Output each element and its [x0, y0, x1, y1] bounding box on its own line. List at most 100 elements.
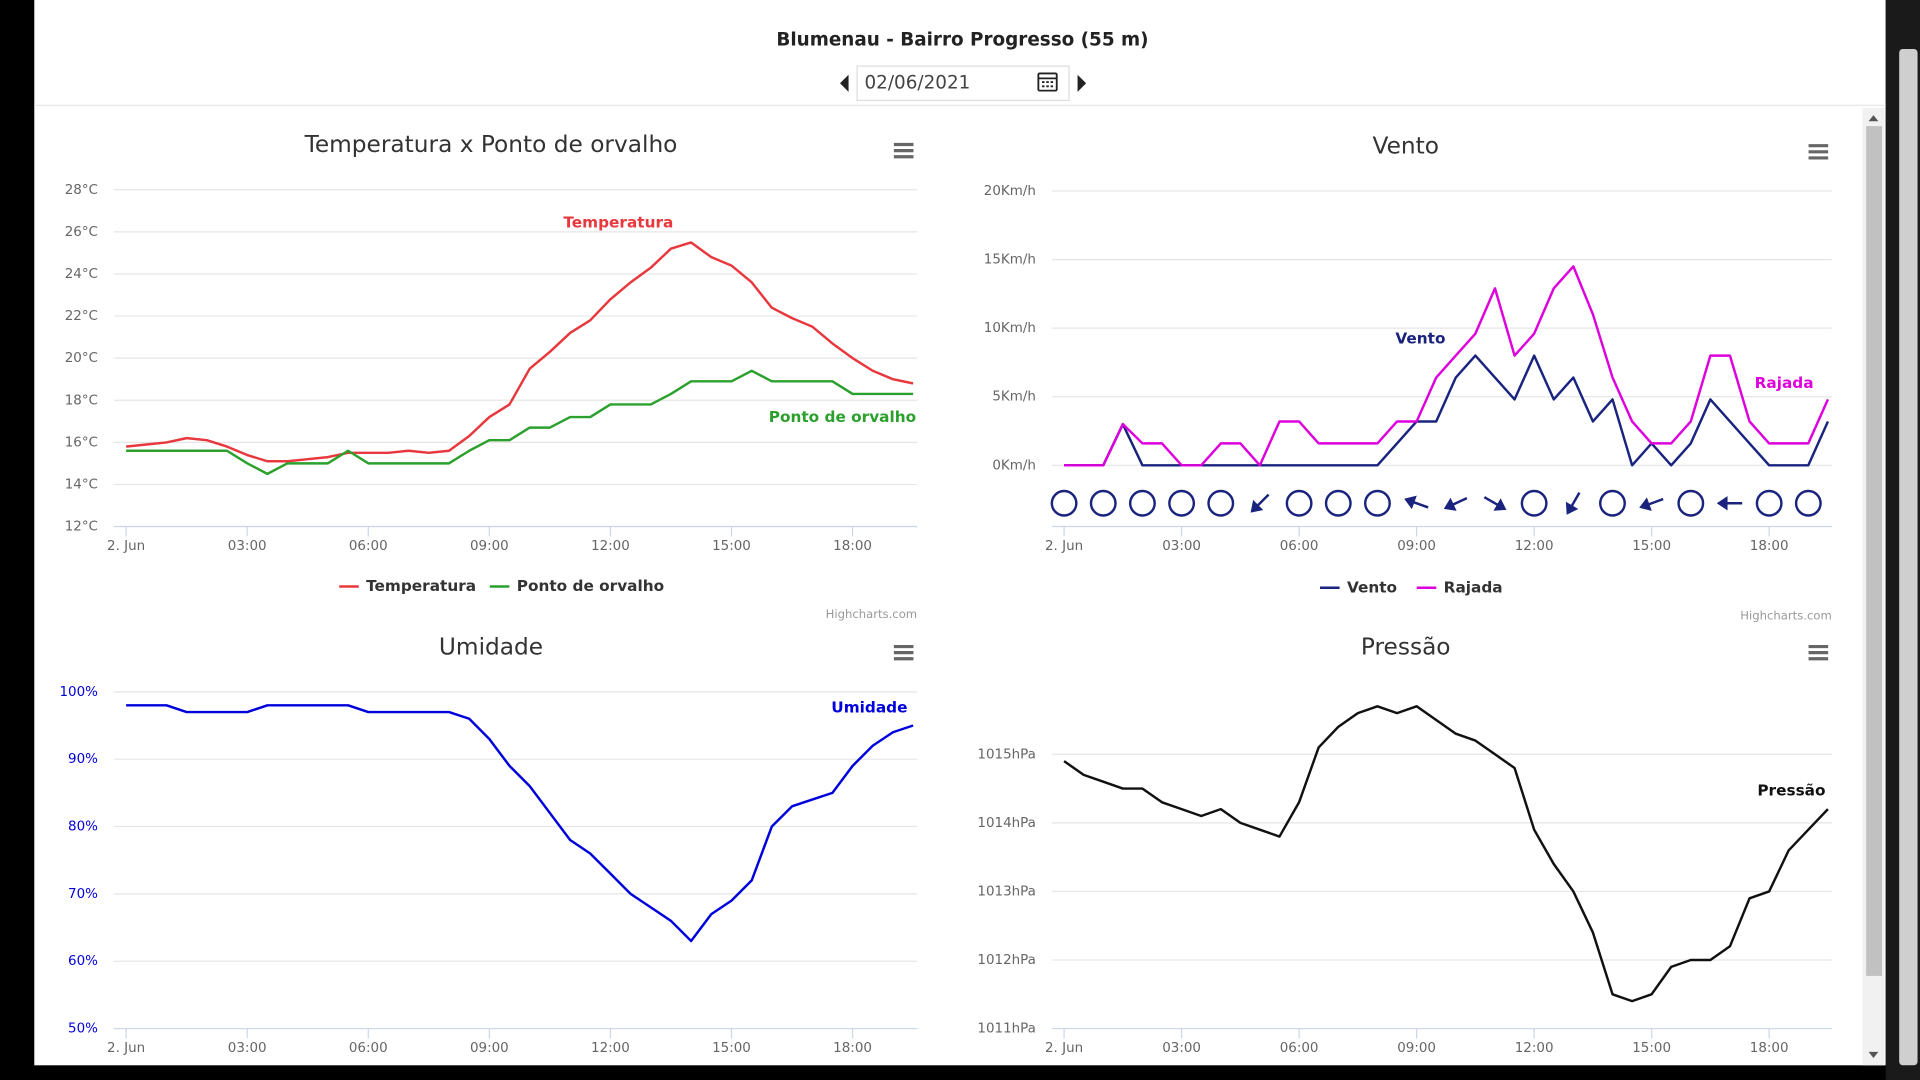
chart-title: Pressão — [1361, 633, 1451, 660]
chart-title: Vento — [1372, 132, 1438, 159]
wind-arrow — [1716, 496, 1743, 511]
y-tick-label: 80% — [68, 820, 98, 835]
x-tick-label: 2. Jun — [1045, 539, 1083, 554]
wind-arrow — [1404, 495, 1429, 510]
x-tick-label: 15:00 — [712, 539, 751, 554]
x-tick-label: 06:00 — [349, 539, 388, 554]
y-tick-label: 1011hPa — [977, 1022, 1036, 1037]
chart-menu[interactable] — [1808, 644, 1829, 661]
x-tick-label: 03:00 — [1162, 1041, 1201, 1056]
series-label: Temperatura — [563, 213, 673, 231]
wind-arrow — [1443, 496, 1468, 511]
y-tick-label: 1013hPa — [977, 884, 1036, 899]
x-tick-label: 09:00 — [1397, 539, 1436, 554]
x-tick-label: 09:00 — [1397, 1041, 1436, 1056]
credits: Highcharts.com — [826, 607, 918, 621]
scroll-down[interactable] — [1868, 1051, 1879, 1058]
y-tick-label: 26°C — [65, 225, 98, 240]
y-tick-label: 70% — [68, 887, 98, 902]
panel-scrollbar-thumb[interactable] — [1866, 126, 1883, 976]
wind-arrow — [1250, 493, 1270, 513]
x-tick-label: 03:00 — [1162, 539, 1201, 554]
calm-marker — [1324, 489, 1352, 517]
series-label: Vento — [1395, 330, 1445, 348]
calm-marker — [1755, 489, 1783, 517]
x-tick-label: 15:00 — [712, 1041, 751, 1056]
calm-marker — [1520, 489, 1548, 517]
y-tick-label: 20°C — [65, 351, 98, 366]
x-tick-label: 06:00 — [1280, 1041, 1319, 1056]
y-tick-label: 15Km/h — [984, 253, 1036, 268]
y-tick-label: 18°C — [65, 393, 98, 408]
x-tick-label: 2. Jun — [107, 539, 145, 554]
y-tick-label: 1012hPa — [977, 953, 1036, 968]
x-tick-label: 15:00 — [1632, 1041, 1671, 1056]
y-tick-label: 1014hPa — [977, 816, 1036, 831]
chart-title: Umidade — [439, 633, 543, 660]
y-tick-label: 20Km/h — [984, 184, 1036, 199]
chart-title: Temperatura x Ponto de orvalho — [304, 131, 678, 158]
y-tick-label: 50% — [68, 1022, 98, 1037]
x-tick-label: 03:00 — [228, 1041, 267, 1056]
series-line — [1064, 265, 1830, 467]
y-tick-label: 0Km/h — [992, 458, 1036, 473]
wind-arrow — [1565, 492, 1581, 515]
chart-menu[interactable] — [893, 644, 914, 661]
next-day[interactable] — [1077, 74, 1087, 92]
wind-arrow — [1639, 497, 1664, 511]
series-label: Ponto de orvalho — [769, 408, 916, 426]
legend-label: Temperatura — [366, 577, 476, 595]
x-tick-label: 09:00 — [470, 1041, 509, 1056]
x-tick-label: 06:00 — [349, 1041, 388, 1056]
x-tick-label: 2. Jun — [107, 1041, 145, 1056]
y-tick-label: 100% — [59, 685, 98, 700]
y-tick-label: 10Km/h — [984, 321, 1036, 336]
y-tick-label: 1015hPa — [977, 747, 1036, 762]
y-tick-label: 28°C — [65, 183, 98, 198]
y-tick-label: 16°C — [65, 435, 98, 450]
date-value: 02/06/2021 — [864, 72, 970, 93]
y-tick-label: 60% — [68, 954, 98, 969]
calm-marker — [1168, 489, 1196, 517]
scroll-up[interactable] — [1868, 115, 1879, 122]
x-tick-label: 18:00 — [833, 1041, 872, 1056]
prev-day[interactable] — [840, 74, 849, 92]
series-label: Rajada — [1755, 374, 1814, 392]
y-tick-label: 12°C — [65, 520, 98, 535]
series-line — [126, 369, 914, 476]
page-background — [34, 0, 1886, 1066]
credits: Highcharts.com — [1740, 608, 1832, 622]
calm-marker — [1128, 489, 1156, 517]
chart-menu[interactable] — [1808, 144, 1829, 160]
x-tick-label: 15:00 — [1632, 539, 1671, 554]
legend-label: Vento — [1347, 578, 1397, 596]
x-tick-label: 06:00 — [1280, 539, 1319, 554]
calendar-icon[interactable] — [1037, 72, 1058, 92]
y-tick-label: 90% — [68, 752, 98, 767]
calm-marker — [1207, 489, 1235, 517]
window-scrollbar-thumb[interactable] — [1899, 48, 1918, 1066]
series-label: Pressão — [1757, 782, 1825, 800]
calm-marker — [1089, 489, 1117, 517]
x-tick-label: 12:00 — [1515, 1041, 1554, 1056]
series-line — [125, 241, 914, 463]
legend-label: Ponto de orvalho — [517, 577, 664, 595]
y-tick-label: 22°C — [65, 309, 98, 324]
series-line — [1063, 705, 1829, 1003]
x-tick-label: 12:00 — [591, 1041, 630, 1056]
calm-marker — [1599, 489, 1626, 517]
x-tick-label: 18:00 — [1750, 1041, 1789, 1056]
date-input[interactable] — [856, 65, 1070, 102]
calm-marker — [1794, 489, 1822, 517]
x-tick-label: 12:00 — [1515, 539, 1554, 554]
x-tick-label: 18:00 — [833, 539, 872, 554]
calm-marker — [1677, 489, 1705, 517]
x-tick-label: 09:00 — [470, 539, 509, 554]
chart-menu[interactable] — [893, 142, 914, 159]
wind-arrow — [1483, 496, 1507, 511]
series-line — [126, 704, 914, 943]
x-tick-label: 03:00 — [228, 539, 267, 554]
calm-marker — [1285, 489, 1313, 517]
